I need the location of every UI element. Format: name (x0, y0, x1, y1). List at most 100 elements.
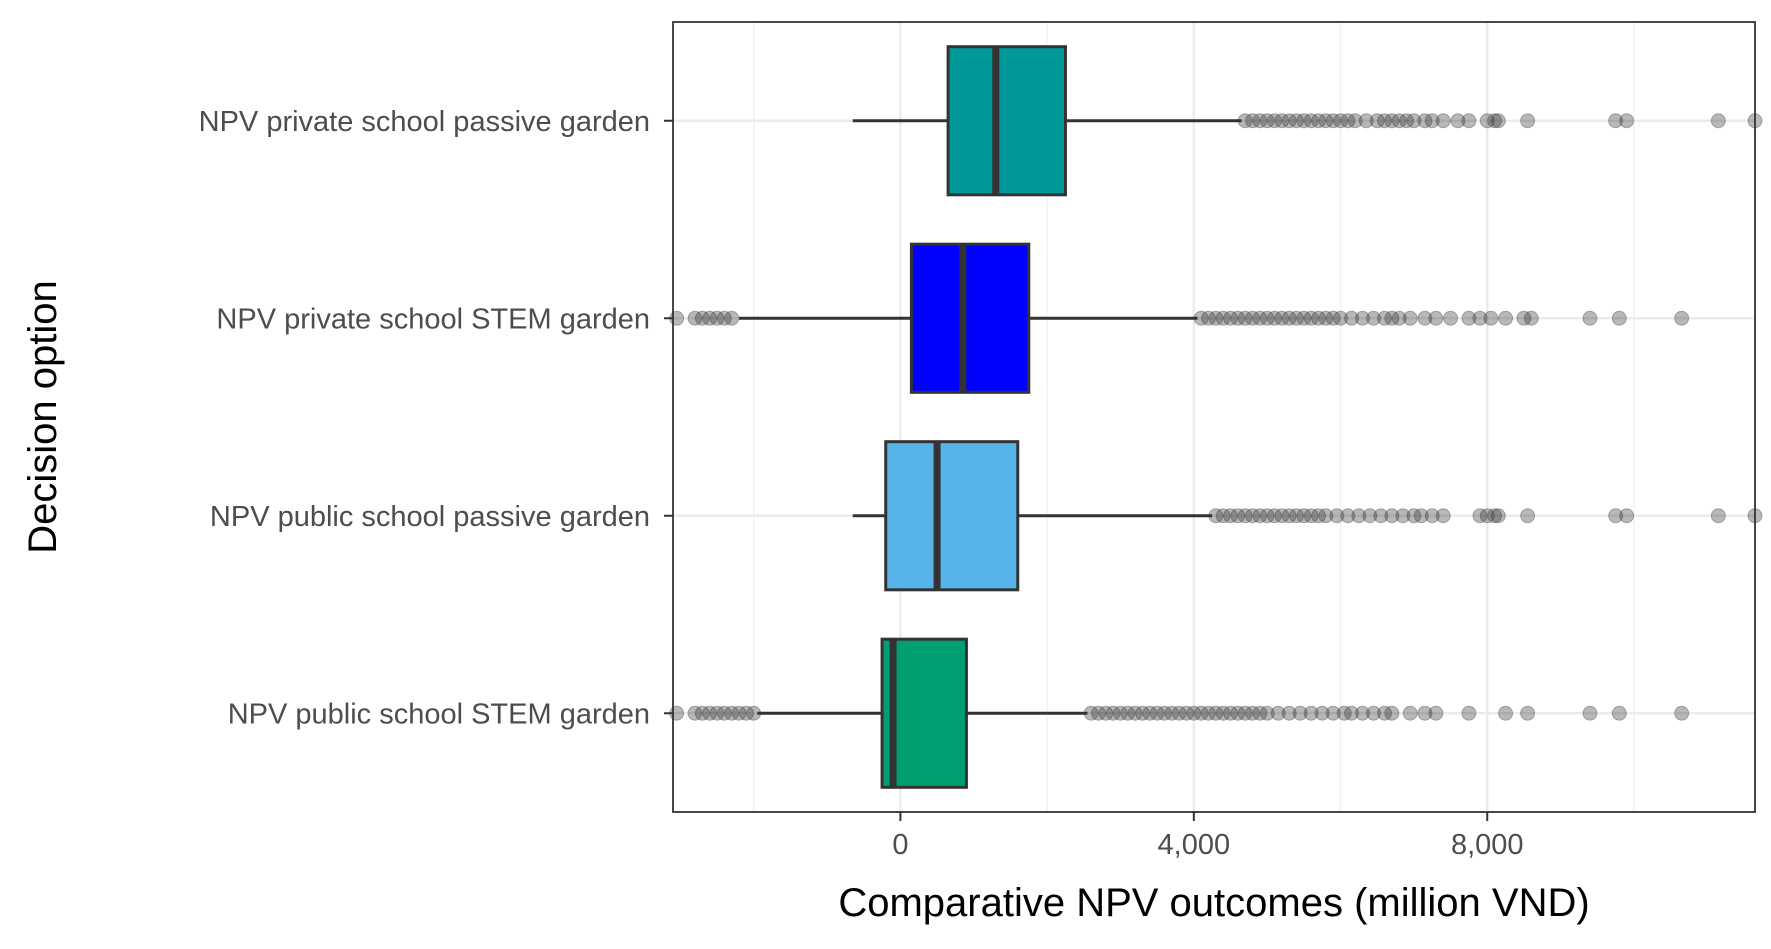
box-group (669, 242, 1690, 394)
outlier-point (1358, 113, 1374, 129)
outlier-point (1318, 310, 1334, 326)
outlier-point (1245, 508, 1261, 524)
outlier-point (1090, 705, 1106, 721)
outlier-point (1259, 705, 1275, 721)
outlier-point (1237, 310, 1253, 326)
box-iqr (884, 440, 1020, 592)
outlier-point (724, 705, 740, 721)
outlier-point (1200, 705, 1216, 721)
outlier-point (1230, 705, 1246, 721)
outlier-point (1377, 310, 1393, 326)
outlier-point (1208, 310, 1224, 326)
outlier-point (1487, 113, 1503, 129)
outlier-point (1377, 705, 1393, 721)
outlier-point (1230, 310, 1246, 326)
outlier-point (1384, 310, 1400, 326)
outlier-point (1336, 705, 1352, 721)
outlier-point (1303, 310, 1319, 326)
outlier-point (1127, 705, 1143, 721)
outlier-point (1479, 508, 1495, 524)
outlier-point (1311, 113, 1327, 129)
outlier-point (709, 310, 725, 326)
outlier-point (1391, 113, 1407, 129)
outlier-point (1619, 113, 1635, 129)
outlier-point (1402, 310, 1418, 326)
outlier-point (1223, 508, 1239, 524)
outlier-point (1314, 705, 1330, 721)
outlier-point (1483, 310, 1499, 326)
outlier-point (1270, 705, 1286, 721)
outlier-point (1281, 508, 1297, 524)
outlier-point (1105, 705, 1121, 721)
outlier-point (1193, 310, 1209, 326)
outlier-point (1215, 310, 1231, 326)
outlier-point (1347, 113, 1363, 129)
outlier-point (1344, 310, 1360, 326)
outlier-point (1245, 113, 1261, 129)
outlier-point (1406, 508, 1422, 524)
outlier-point (1289, 310, 1305, 326)
outlier-point (1311, 310, 1327, 326)
outlier-point (1490, 113, 1506, 129)
outlier-point (1461, 310, 1477, 326)
outlier-point (1259, 508, 1275, 524)
outlier-point (1461, 705, 1477, 721)
y-tick-label: NPV public school STEM garden (228, 698, 650, 730)
outlier-point (1450, 113, 1466, 129)
outlier-point (702, 310, 718, 326)
outlier-point (1487, 508, 1503, 524)
outlier-point (1413, 508, 1429, 524)
outlier-point (1344, 705, 1360, 721)
outlier-point (1252, 705, 1268, 721)
outlier-point (1200, 310, 1216, 326)
outlier-point (1377, 113, 1393, 129)
outlier-point (1325, 310, 1341, 326)
y-tick-label: NPV public school passive garden (210, 501, 650, 533)
outlier-point (1710, 508, 1726, 524)
outlier-point (1296, 310, 1312, 326)
outlier-point (709, 705, 725, 721)
outlier-point (1369, 113, 1385, 129)
outlier-point (1498, 705, 1514, 721)
box-group (852, 45, 1763, 197)
outlier-point (1281, 705, 1297, 721)
outlier-point (1325, 705, 1341, 721)
outlier-point (1237, 113, 1253, 129)
outlier-point (1373, 508, 1389, 524)
outlier-point (1582, 310, 1598, 326)
outlier-point (1259, 113, 1275, 129)
outlier-point (1164, 705, 1180, 721)
outlier-point (1366, 310, 1382, 326)
outlier-point (1619, 508, 1635, 524)
outlier-point (1142, 705, 1158, 721)
outlier-point (1406, 113, 1422, 129)
outlier-point (1193, 705, 1209, 721)
outlier-point (1351, 508, 1367, 524)
outlier-point (1340, 113, 1356, 129)
outlier-point (1274, 508, 1290, 524)
outlier-point (702, 705, 718, 721)
outlier-point (731, 705, 747, 721)
outlier-point (1267, 310, 1283, 326)
outlier-point (1281, 113, 1297, 129)
outlier-point (1395, 508, 1411, 524)
outlier-point (1237, 508, 1253, 524)
axes: 0 4,000 8,000 NPV private school passive ga… (199, 106, 1524, 861)
outlier-point (1303, 705, 1319, 721)
outlier-point (1112, 705, 1128, 721)
outlier-point (1292, 705, 1308, 721)
outlier-point (1289, 508, 1305, 524)
outlier-point (1355, 310, 1371, 326)
outlier-point (1329, 508, 1345, 524)
outlier-point (1523, 310, 1539, 326)
x-axis-title: Comparative NPV outcomes (million VND) (838, 881, 1589, 925)
outlier-point (1611, 705, 1627, 721)
outlier-point (1171, 705, 1187, 721)
outlier-point (1384, 508, 1400, 524)
outlier-point (1399, 113, 1415, 129)
outlier-point (1245, 705, 1261, 721)
outlier-point (1402, 705, 1418, 721)
outlier-point (1435, 508, 1451, 524)
outlier-point (1149, 705, 1165, 721)
outlier-point (716, 310, 732, 326)
